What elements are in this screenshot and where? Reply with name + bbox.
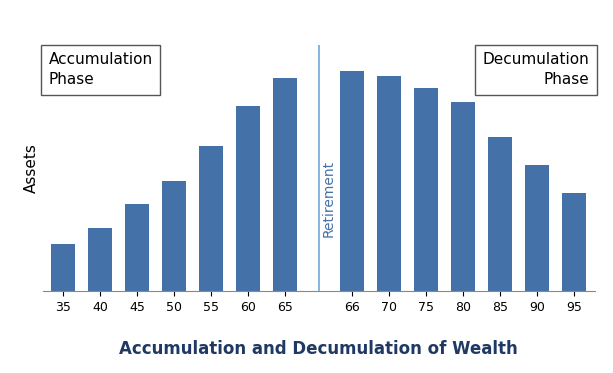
Bar xyxy=(340,71,364,291)
Text: Retirement: Retirement xyxy=(322,160,336,237)
Bar xyxy=(488,137,512,291)
Text: Accumulation
Phase: Accumulation Phase xyxy=(48,52,153,87)
Bar xyxy=(237,106,261,291)
Bar xyxy=(414,88,438,291)
Bar xyxy=(51,244,75,291)
Bar xyxy=(451,101,475,291)
Bar xyxy=(88,228,112,291)
Y-axis label: Assets: Assets xyxy=(24,143,39,193)
Bar xyxy=(199,146,223,291)
Bar xyxy=(273,78,297,291)
Text: Decumulation
Phase: Decumulation Phase xyxy=(482,52,589,87)
Text: Accumulation and Decumulation of Wealth: Accumulation and Decumulation of Wealth xyxy=(120,340,518,358)
Bar xyxy=(162,181,186,291)
Bar xyxy=(562,193,586,291)
Bar xyxy=(525,164,549,291)
Bar xyxy=(377,76,401,291)
Bar xyxy=(125,204,150,291)
